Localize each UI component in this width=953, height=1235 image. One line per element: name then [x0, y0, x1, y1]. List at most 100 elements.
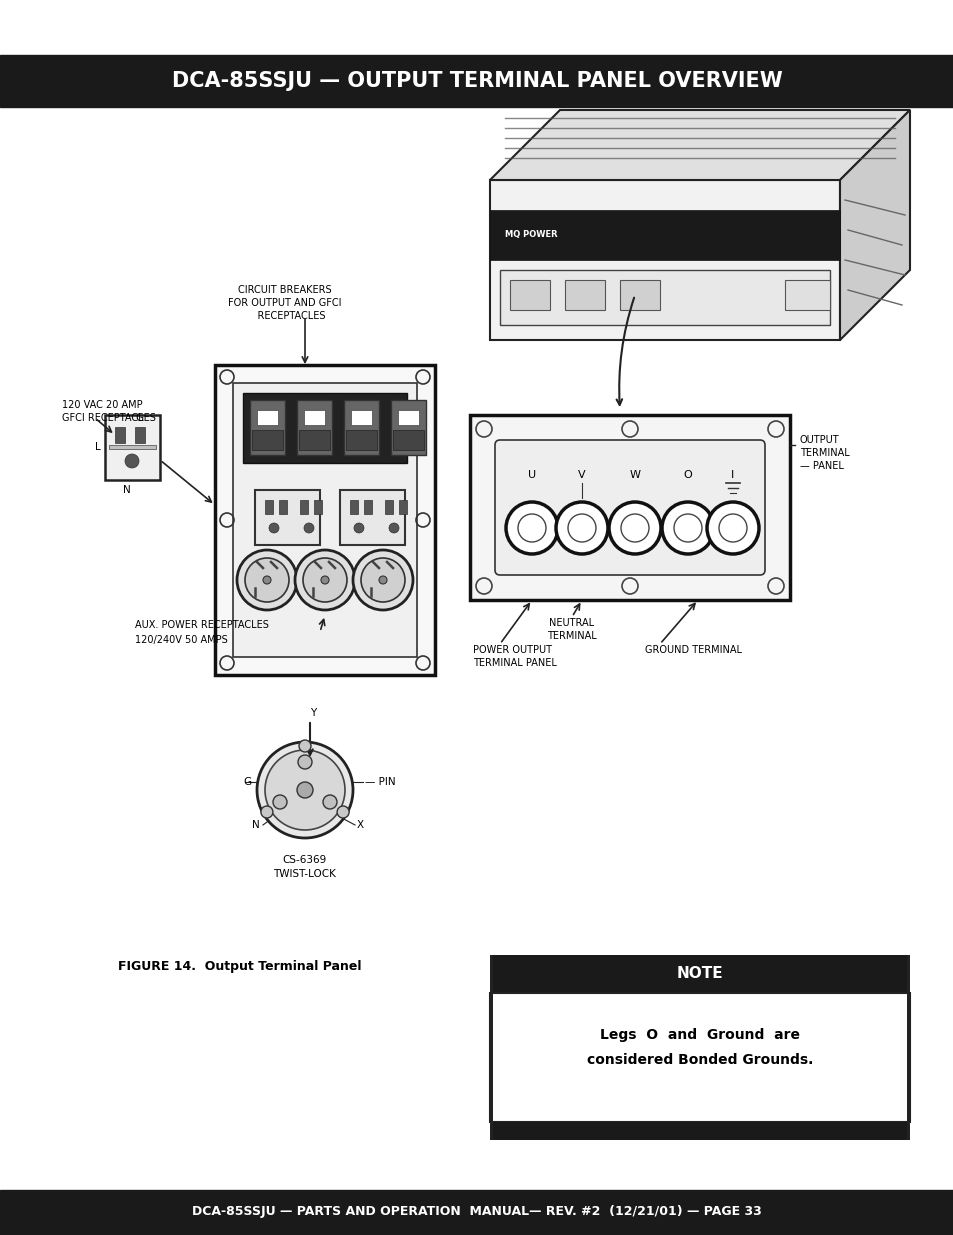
- Bar: [298, 430, 330, 450]
- Bar: [619, 280, 659, 310]
- Text: FIGURE 14.  Output Terminal Panel: FIGURE 14. Output Terminal Panel: [118, 960, 361, 973]
- Bar: [339, 490, 405, 545]
- Bar: [397, 410, 418, 425]
- Bar: [351, 410, 372, 425]
- Bar: [256, 410, 277, 425]
- Circle shape: [263, 576, 271, 584]
- Circle shape: [505, 501, 558, 555]
- Text: Y: Y: [310, 708, 315, 718]
- Bar: [564, 280, 604, 310]
- Bar: [470, 415, 789, 600]
- Text: L: L: [95, 442, 101, 452]
- Text: GROUND TERMINAL: GROUND TERMINAL: [644, 645, 741, 655]
- Text: NOTE: NOTE: [676, 967, 722, 982]
- Text: W: W: [629, 471, 639, 480]
- Circle shape: [706, 501, 759, 555]
- Bar: [233, 383, 416, 657]
- Bar: [398, 500, 407, 514]
- Bar: [490, 1123, 909, 1140]
- Text: Legs  O  and  Ground  are: Legs O and Ground are: [599, 1028, 800, 1042]
- Bar: [0, 56, 953, 107]
- Polygon shape: [840, 110, 909, 340]
- Circle shape: [256, 742, 353, 839]
- Bar: [510, 280, 550, 310]
- Text: — PIN: — PIN: [365, 777, 395, 787]
- Circle shape: [298, 740, 311, 752]
- Text: G: G: [243, 777, 251, 787]
- Bar: [254, 490, 319, 545]
- Text: X: X: [356, 820, 364, 830]
- Bar: [109, 445, 156, 450]
- Bar: [344, 400, 378, 454]
- Circle shape: [265, 750, 345, 830]
- Circle shape: [125, 454, 139, 468]
- Circle shape: [378, 576, 387, 584]
- Bar: [490, 955, 909, 993]
- Circle shape: [389, 522, 398, 534]
- Bar: [296, 400, 332, 454]
- Bar: [490, 955, 493, 1140]
- Bar: [393, 430, 423, 450]
- Text: 120/240V 50 AMPS: 120/240V 50 AMPS: [135, 635, 228, 645]
- Bar: [278, 500, 287, 514]
- Circle shape: [297, 755, 312, 769]
- Text: MQ POWER: MQ POWER: [504, 231, 558, 240]
- Text: O: O: [683, 471, 692, 480]
- Text: CIRCUIT BREAKERS
FOR OUTPUT AND GFCI
    RECEPTACLES: CIRCUIT BREAKERS FOR OUTPUT AND GFCI REC…: [228, 285, 341, 321]
- Text: POWER OUTPUT
TERMINAL PANEL: POWER OUTPUT TERMINAL PANEL: [473, 645, 557, 668]
- Text: I: I: [731, 471, 734, 480]
- Bar: [115, 427, 125, 443]
- Bar: [490, 210, 840, 261]
- Bar: [784, 280, 829, 310]
- Bar: [314, 500, 322, 514]
- Bar: [906, 955, 909, 1140]
- Bar: [0, 1191, 953, 1235]
- Bar: [299, 500, 308, 514]
- Text: CS-6369
TWIST-LOCK: CS-6369 TWIST-LOCK: [274, 855, 336, 879]
- Bar: [490, 180, 840, 340]
- Text: 120 VAC 20 AMP
GFCI RECEPTACLES: 120 VAC 20 AMP GFCI RECEPTACLES: [62, 400, 155, 424]
- Text: DCA-85SSJU — PARTS AND OPERATION  MANUAL— REV. #2  (12/21/01) — PAGE 33: DCA-85SSJU — PARTS AND OPERATION MANUAL—…: [192, 1205, 761, 1219]
- Circle shape: [273, 795, 287, 809]
- Bar: [250, 400, 285, 454]
- Bar: [350, 500, 357, 514]
- Text: G: G: [135, 412, 143, 424]
- Text: NEUTRAL
TERMINAL: NEUTRAL TERMINAL: [547, 618, 597, 641]
- Text: V: V: [578, 471, 585, 480]
- Circle shape: [354, 522, 364, 534]
- Circle shape: [556, 501, 607, 555]
- Text: N: N: [252, 820, 260, 830]
- Bar: [499, 270, 829, 325]
- Text: DCA-85SSJU — OUTPUT TERMINAL PANEL OVERVIEW: DCA-85SSJU — OUTPUT TERMINAL PANEL OVERV…: [172, 70, 781, 91]
- Circle shape: [245, 558, 289, 601]
- Polygon shape: [490, 110, 909, 180]
- Bar: [490, 993, 909, 1123]
- Circle shape: [304, 522, 314, 534]
- Text: considered Bonded Grounds.: considered Bonded Grounds.: [586, 1053, 812, 1067]
- Text: N: N: [123, 485, 131, 495]
- Circle shape: [236, 550, 296, 610]
- Bar: [346, 430, 376, 450]
- Circle shape: [661, 501, 713, 555]
- Bar: [105, 415, 160, 480]
- Bar: [391, 400, 426, 454]
- Bar: [364, 500, 372, 514]
- Circle shape: [294, 550, 355, 610]
- Circle shape: [353, 550, 413, 610]
- Text: AUX. POWER RECEPTACLES: AUX. POWER RECEPTACLES: [135, 620, 269, 630]
- Circle shape: [303, 558, 347, 601]
- Bar: [252, 430, 283, 450]
- Circle shape: [336, 806, 349, 818]
- Bar: [243, 393, 407, 463]
- Bar: [385, 500, 393, 514]
- Text: U: U: [527, 471, 536, 480]
- Circle shape: [608, 501, 660, 555]
- Circle shape: [360, 558, 405, 601]
- Bar: [265, 500, 273, 514]
- Text: OUTPUT
TERMINAL
— PANEL: OUTPUT TERMINAL — PANEL: [800, 435, 849, 472]
- Bar: [214, 366, 435, 676]
- Circle shape: [260, 806, 273, 818]
- Bar: [304, 410, 325, 425]
- Bar: [135, 427, 145, 443]
- Circle shape: [323, 795, 336, 809]
